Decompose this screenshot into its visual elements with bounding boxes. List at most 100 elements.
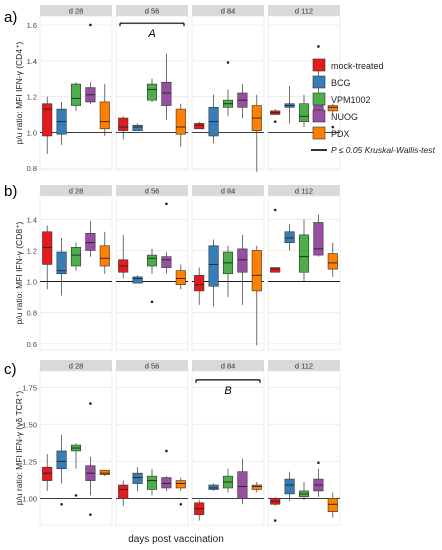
- y-tick-label: 1.6: [27, 21, 37, 30]
- box-vpm1002: [146, 78, 158, 102]
- box-pdx: [327, 242, 338, 277]
- box-pdx: [327, 492, 338, 518]
- box-iqr: [327, 253, 338, 270]
- legend-label-mock-treated: mock-treated: [331, 61, 384, 71]
- box-iqr: [237, 248, 248, 273]
- box-iqr: [70, 247, 82, 267]
- facet-strip-label: d 112: [295, 362, 313, 371]
- box-nuog: [85, 23, 96, 104]
- box-iqr: [132, 472, 143, 484]
- box-iqr: [313, 222, 324, 256]
- box-pdx: [99, 231, 110, 274]
- panel-b: b) p/u ratio: MFI IFN-γ (CD8⁺) 0.6 0.8 1.0 1.…: [4, 183, 341, 351]
- box-vpm1002: [70, 242, 82, 271]
- box-pdx: [175, 103, 186, 147]
- box-iqr: [175, 270, 186, 285]
- outlier-point: [89, 402, 92, 405]
- box-vpm1002: [298, 219, 310, 282]
- facet-strip-label: d 84: [221, 362, 236, 371]
- outlier-point: [89, 513, 92, 516]
- outlier-point: [74, 494, 78, 497]
- box-mock-treated: [42, 96, 53, 154]
- box-iqr: [42, 231, 53, 265]
- box-nuog: [85, 402, 96, 516]
- facet-strip: [40, 360, 112, 371]
- box-vpm1002: [222, 468, 234, 493]
- box-iqr: [56, 251, 67, 275]
- box-nuog: [313, 461, 324, 497]
- box-pdx: [175, 477, 186, 506]
- box-iqr: [42, 466, 53, 481]
- box-iqr: [208, 245, 219, 287]
- facet-d112: d 112: [267, 360, 341, 526]
- box-iqr: [161, 81, 172, 106]
- box-nuog: [161, 202, 172, 274]
- facet-strip: [192, 5, 264, 16]
- box-pdx: [251, 94, 262, 172]
- facet-strip-label: d 28: [69, 7, 84, 16]
- box-bcg: [132, 467, 143, 491]
- facet-strip: [192, 360, 264, 371]
- legend-label-pdx: PDX: [331, 129, 350, 139]
- y-tick-label: 1.0: [27, 278, 37, 287]
- box-nuog: [161, 53, 172, 120]
- legend-swatch-pdx: [312, 126, 326, 140]
- facet-strip: [116, 5, 188, 16]
- legend-label-bcg: BCG: [331, 78, 351, 88]
- facet-strip: [268, 5, 340, 16]
- y-tick-label: 1.75: [22, 383, 37, 392]
- facet-background: [39, 195, 113, 351]
- legend-label-vpm1002: VPM1002: [331, 95, 371, 105]
- facet-strip: [192, 185, 264, 196]
- facet-d84: d 84: [191, 5, 265, 172]
- facet-strip: [40, 185, 112, 196]
- box-iqr: [161, 256, 172, 268]
- box-iqr: [237, 471, 248, 499]
- box-iqr: [132, 124, 143, 131]
- box-nuog: [237, 84, 248, 119]
- legend: mock-treated BCG VPM1002 NUOG PDX P ≤ 0.…: [311, 58, 436, 155]
- box-iqr: [99, 245, 110, 267]
- box-vpm1002: [222, 61, 234, 117]
- box-vpm1002: [222, 245, 234, 298]
- box-iqr: [251, 484, 262, 490]
- box-mock-treated: [194, 121, 205, 130]
- facet-d84: d 84 B: [191, 360, 265, 526]
- box-nuog: [313, 214, 324, 257]
- box-vpm1002: [298, 482, 310, 500]
- box-pdx: [327, 103, 338, 129]
- y-tick-label: 0.6: [27, 340, 37, 349]
- box-mock-treated: [270, 208, 281, 273]
- y-tick-label: 1.00: [22, 494, 37, 503]
- box-vpm1002: [298, 94, 310, 128]
- y-axis-title: p/u ratio: MFI IFN-γ (CD8⁺): [14, 221, 24, 324]
- facet-strip-label: d 84: [221, 187, 236, 196]
- box-bcg: [56, 101, 67, 145]
- legend-swatch-mock-treated: [312, 58, 326, 72]
- box-iqr: [146, 83, 158, 101]
- box-mock-treated: [194, 267, 205, 305]
- outlier-point: [317, 461, 320, 465]
- facet-d28: d 28: [39, 185, 113, 351]
- box-iqr: [42, 103, 53, 137]
- box-pdx: [251, 482, 262, 493]
- box-iqr: [327, 498, 338, 512]
- panel-label: a): [4, 9, 17, 26]
- box-mock-treated: [118, 234, 129, 279]
- legend-label-nuog: NUOG: [331, 112, 358, 122]
- box-iqr: [194, 275, 205, 292]
- y-tick-label: 1.50: [22, 420, 37, 429]
- outlier-point: [226, 61, 230, 64]
- box-nuog: [85, 220, 96, 257]
- facet-strip-label: d 56: [145, 7, 160, 16]
- y-axis-title: p/u ratio: MFI IFN-γ (γδ TCR⁺): [14, 391, 24, 506]
- facet-strip: [116, 185, 188, 196]
- facet-d56: d 56: [115, 185, 189, 351]
- box-bcg: [208, 483, 219, 491]
- box-iqr: [251, 250, 262, 292]
- y-axis-title: p/u ratio: MFI IFN-γ (CD4⁺): [14, 41, 24, 144]
- box-mock-treated: [194, 499, 205, 521]
- box-pdx: [175, 264, 186, 290]
- box-mock-treated: [118, 116, 129, 140]
